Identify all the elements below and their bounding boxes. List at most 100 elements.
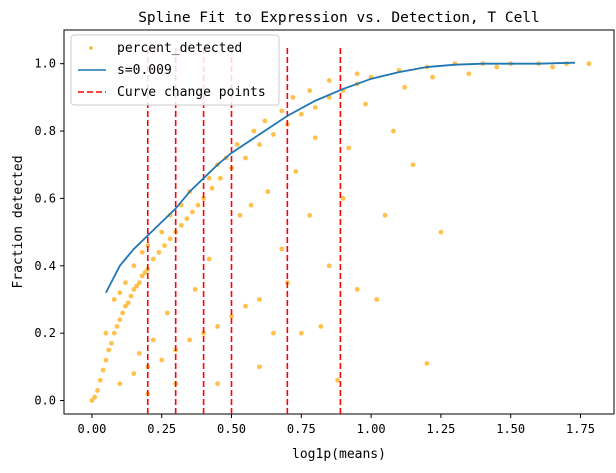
scatter-point-104 [192, 286, 198, 292]
scatter-point-84 [257, 297, 262, 302]
scatter-point-79 [187, 337, 193, 343]
x-tick-label-4: 1.00 [357, 422, 386, 436]
x-axis-label: log1p(means) [292, 447, 386, 462]
scatter-point-55 [123, 280, 128, 286]
scatter-point-111 [494, 64, 500, 70]
scatter-point-36 [270, 132, 276, 137]
scatter-point-82 [229, 313, 234, 319]
scatter-point-1 [92, 394, 98, 400]
scatter-point-21 [150, 256, 156, 262]
scatter-point-114 [391, 128, 396, 134]
scatter-point-18 [139, 273, 145, 279]
scatter-point-2 [95, 388, 100, 393]
y-tick-label-4: 0.8 [34, 124, 56, 138]
scatter-point-11 [120, 310, 126, 316]
scatter-point-113 [410, 162, 416, 168]
scatter-point-8 [111, 330, 117, 336]
scatter-point-120 [248, 202, 254, 208]
scatter-point-106 [150, 337, 156, 343]
scatter-point-73 [354, 71, 360, 77]
scatter-point-30 [201, 196, 206, 201]
plot-area-frame [63, 29, 615, 415]
scatter-point-72 [326, 78, 332, 83]
scatter-point-102 [279, 246, 285, 252]
scatter-point-67 [251, 128, 257, 134]
scatter-point-110 [466, 71, 472, 77]
scatter-point-31 [209, 185, 215, 191]
scatter-point-32 [217, 175, 223, 181]
scatter-point-59 [159, 229, 165, 235]
scatter-point-17 [136, 280, 142, 286]
scatter-point-105 [164, 310, 170, 316]
legend-label-spline: s=0.009 [117, 63, 172, 78]
scatter-point-93 [382, 212, 388, 218]
scatter-point-119 [265, 189, 271, 195]
scatter-point-28 [190, 209, 195, 215]
scatter-point-121 [237, 212, 243, 218]
scatter-point-27 [184, 216, 190, 222]
scatter-point-5 [103, 357, 109, 363]
scatter-point-69 [279, 108, 285, 114]
scatter-point-90 [298, 330, 304, 336]
x-tick-label-6: 1.50 [496, 422, 525, 436]
scatter-point-107 [136, 350, 142, 356]
scatter-point-101 [270, 330, 276, 336]
scatter-point-118 [293, 169, 299, 174]
x-tick-label-3: 0.75 [287, 422, 316, 436]
scatter-point-81 [215, 324, 220, 329]
scatter-point-91 [326, 263, 332, 269]
scatter-point-99 [318, 324, 324, 329]
scatter-point-92 [340, 196, 346, 201]
scatter-point-97 [374, 297, 380, 302]
scatter-point-35 [257, 142, 262, 147]
legend-label-change-points: Curve change points [117, 85, 266, 100]
scatter-point-96 [354, 286, 360, 292]
scatter-point-12 [123, 303, 128, 309]
scatter-point-95 [424, 361, 430, 366]
y-axis-ticks: 0.0 0.2 0.4 0.6 0.8 1.0 [34, 57, 64, 408]
scatter-point-58 [145, 243, 151, 248]
scatter-point-117 [312, 135, 318, 141]
scatter-point-54 [117, 290, 123, 296]
scatter-point-57 [139, 249, 145, 255]
x-tick-label-1: 0.25 [147, 422, 176, 436]
scatter-point-6 [106, 347, 112, 353]
scatter-point-88 [215, 381, 220, 387]
chart-title: Spline Fit to Expression vs. Detection, … [138, 10, 540, 26]
scatter-point-112 [550, 64, 555, 70]
scatter-point-4 [100, 367, 106, 373]
scatter-point-26 [178, 222, 184, 228]
scatter-point-77 [159, 357, 165, 363]
scatter-point-109 [430, 74, 435, 80]
scatter-point-103 [206, 256, 212, 262]
scatter-point-71 [307, 88, 313, 94]
x-tick-label-7: 1.75 [566, 422, 595, 436]
scatter-point-94 [438, 229, 444, 235]
scatter-point-22 [156, 249, 162, 255]
scatter-point-9 [114, 324, 120, 329]
spline-fit-line [105, 61, 575, 294]
scatter-point-80 [201, 330, 206, 336]
scatter-point-7 [109, 340, 114, 346]
scatter-point-98 [307, 212, 313, 218]
scatter-point-74 [117, 381, 123, 387]
legend-label-percent-detected: percent_detected [117, 41, 242, 56]
spline-path [105, 61, 575, 294]
x-tick-label-2: 0.50 [217, 422, 246, 436]
legend-box [70, 34, 280, 106]
scatter-point-68 [262, 118, 268, 124]
scatter-point-63 [206, 175, 212, 181]
scatter-point-75 [131, 371, 137, 376]
scatter-point-16 [134, 283, 139, 289]
y-tick-label-5: 1.0 [34, 57, 56, 71]
scatter-point-56 [131, 263, 137, 269]
scatter-point-39 [312, 105, 318, 110]
scatter-point-23 [162, 243, 167, 248]
x-tick-label-0: 0.00 [77, 422, 106, 436]
y-tick-label-1: 0.2 [34, 326, 56, 340]
scatter-point-70 [290, 94, 296, 100]
scatter-point-108 [402, 84, 408, 90]
x-tick-label-5: 1.25 [426, 422, 455, 436]
scatter-point-100 [335, 377, 341, 383]
